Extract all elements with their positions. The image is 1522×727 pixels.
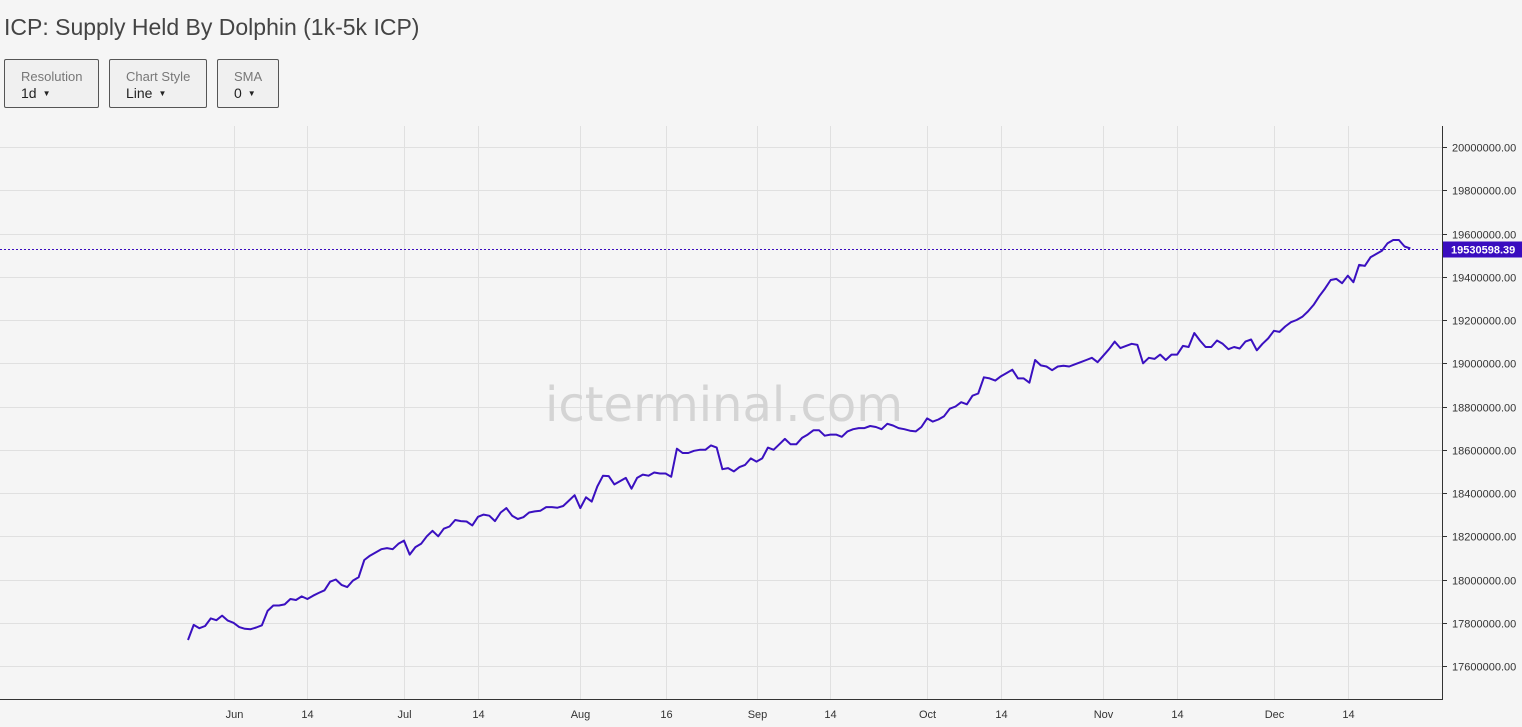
x-tick-label: Dec <box>1265 709 1285 721</box>
x-tick-label: Oct <box>919 709 936 721</box>
y-tick-label: 19200000.00 <box>1452 316 1516 328</box>
page-title: ICP: Supply Held By Dolphin (1k-5k ICP) <box>4 14 420 40</box>
x-tick-label: 14 <box>1342 709 1354 721</box>
x-tick-label: 14 <box>472 709 484 721</box>
sma-label: SMA <box>234 69 263 84</box>
caret-down-icon: ▼ <box>158 89 167 98</box>
y-tick-label: 18200000.00 <box>1452 532 1516 544</box>
x-tick-label: Nov <box>1094 709 1114 721</box>
resolution-label: Resolution <box>21 69 83 84</box>
y-gridlines <box>0 147 1442 667</box>
sma-dropdown[interactable]: SMA 0 ▼ <box>217 59 279 108</box>
y-tick-label: 18400000.00 <box>1452 489 1516 501</box>
y-tick-label: 18600000.00 <box>1452 446 1516 458</box>
y-tick-label: 19400000.00 <box>1452 273 1516 285</box>
y-tick-label: 19600000.00 <box>1452 230 1516 242</box>
y-tick-label: 17800000.00 <box>1452 619 1516 631</box>
chart-controls: Resolution 1d ▼ Chart Style Line ▼ SMA 0… <box>4 59 279 108</box>
x-tick-label: 14 <box>1171 709 1183 721</box>
resolution-value: 1d <box>21 85 37 101</box>
x-tick-label: Jun <box>226 709 244 721</box>
x-tick-label: Sep <box>748 709 768 721</box>
chart-style-dropdown[interactable]: Chart Style Line ▼ <box>109 59 207 108</box>
y-tick-label: 18800000.00 <box>1452 403 1516 415</box>
caret-down-icon: ▼ <box>247 89 256 98</box>
resolution-dropdown[interactable]: Resolution 1d ▼ <box>4 59 99 108</box>
y-tick-label: 19000000.00 <box>1452 359 1516 371</box>
x-tick-label: Jul <box>397 709 411 721</box>
last-value-tag: 19530598.39 <box>1443 241 1522 258</box>
caret-down-icon: ▼ <box>42 89 51 98</box>
x-tick-label: 16 <box>660 709 672 721</box>
x-tick-label: Aug <box>571 709 591 721</box>
x-tick-label: 14 <box>824 709 836 721</box>
x-tick-label: 14 <box>301 709 313 721</box>
watermark: icterminal.com <box>545 377 903 433</box>
y-tick-label: 20000000.00 <box>1452 143 1516 155</box>
chart-style-label: Chart Style <box>126 69 191 84</box>
chart-style-value: Line <box>126 85 153 101</box>
sma-value: 0 <box>234 85 242 101</box>
last-value-tag-bg <box>1443 241 1522 258</box>
last-value-tag-label: 19530598.39 <box>1451 245 1515 257</box>
y-tick-label: 18000000.00 <box>1452 576 1516 588</box>
y-tick-label: 17600000.00 <box>1452 662 1516 674</box>
x-axis-labels: Jun 14 Jul 14 Aug 16 Sep 14 Oct 14 Nov 14 Dec 14 <box>226 709 1355 721</box>
x-gridlines <box>234 126 1349 699</box>
y-axis-labels: 17600000.00 17800000.00 18000000.00 1820000… <box>1442 143 1516 674</box>
x-tick-label: 14 <box>995 709 1007 721</box>
y-tick-label: 19800000.00 <box>1452 186 1516 198</box>
series-line <box>187 239 1411 641</box>
